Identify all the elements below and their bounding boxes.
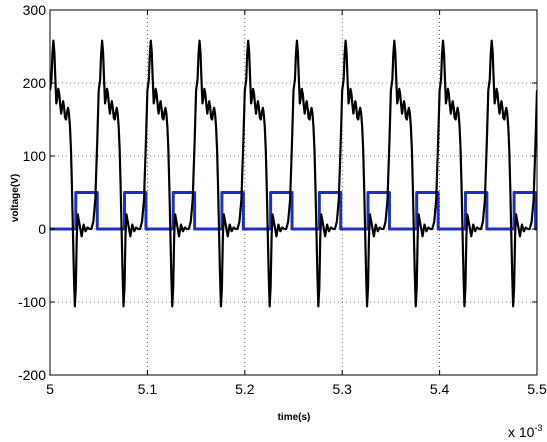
- plot-frame: [49, 9, 538, 376]
- series-line-square-wave: [50, 191, 537, 231]
- series-line-voltage: [50, 39, 537, 308]
- x-tick-label: 5.4: [430, 381, 450, 397]
- y-tick-label: -200: [18, 367, 46, 383]
- y-tick-label: 100: [23, 148, 47, 164]
- y-tick-label: 300: [23, 2, 47, 18]
- x-tick-label: 5: [46, 381, 54, 397]
- x-multiplier: x 10-3: [508, 423, 542, 440]
- y-tick-label: -100: [18, 294, 46, 310]
- y-tick-label: 200: [23, 75, 47, 91]
- x-tick-label: 5.1: [138, 381, 158, 397]
- ticks: 5 5.1 5.2 5.3 5.4 5.5 -200 -100 0 100 200 300: [18, 2, 547, 397]
- y-tick-label: 0: [38, 221, 46, 237]
- x-tick-label: 5.2: [235, 381, 255, 397]
- x-tick-label: 5.5: [527, 381, 547, 397]
- x-tick-label: 5.3: [332, 381, 352, 397]
- series-layer: [50, 39, 537, 308]
- x-axis-label: time(s): [278, 412, 311, 423]
- grid: [50, 10, 537, 375]
- y-axis-label: voltage(V): [10, 174, 21, 222]
